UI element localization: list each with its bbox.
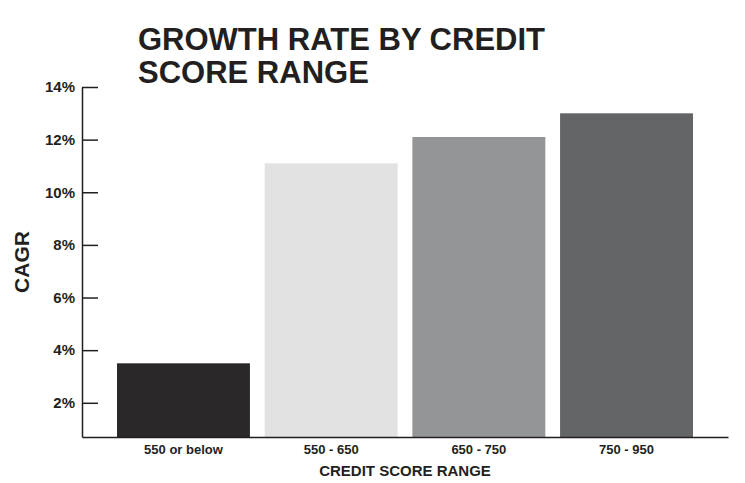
y-tick: 8% <box>53 236 98 253</box>
y-tick-mark <box>82 87 98 89</box>
x-axis-title: CREDIT SCORE RANGE <box>319 462 491 479</box>
y-tick-label: 14% <box>45 78 75 95</box>
chart: GROWTH RATE BY CREDITSCORE RANGE 2% 4% 6% 8%… <box>0 0 745 483</box>
y-tick: 2% <box>53 394 98 411</box>
y-axis-title: CAGR <box>10 231 33 293</box>
y-tick: 4% <box>53 341 98 358</box>
y-axis: 2% 4% 6% 8% 10% 12% 14% <box>45 78 98 437</box>
y-tick-mark <box>82 350 98 352</box>
y-tick-mark <box>82 297 98 299</box>
bar <box>412 137 545 437</box>
bars <box>117 113 693 437</box>
x-tick: 550 or below <box>144 437 224 457</box>
y-tick: 6% <box>53 289 98 306</box>
y-tick-label: 10% <box>45 184 75 201</box>
bar <box>265 163 398 437</box>
x-tick-label: 750 - 950 <box>599 442 654 457</box>
y-tick-mark <box>82 139 98 141</box>
y-tick-label: 8% <box>53 236 75 253</box>
x-tick: 750 - 950 <box>599 437 654 457</box>
y-tick-mark <box>82 192 98 194</box>
x-tick: 550 - 650 <box>304 437 359 457</box>
y-tick-label: 12% <box>45 131 75 148</box>
title: GROWTH RATE BY CREDITSCORE RANGE <box>138 22 545 90</box>
y-tick-mark <box>82 245 98 247</box>
y-tick: 10% <box>45 184 98 201</box>
y-tick-label: 2% <box>53 394 75 411</box>
bar <box>560 113 693 437</box>
x-tick-label: 550 - 650 <box>304 442 359 457</box>
y-tick: 14% <box>45 78 98 95</box>
x-axis: 550 or below 550 - 650 650 - 750 750 - 950 <box>83 437 729 457</box>
y-tick: 12% <box>45 131 98 148</box>
y-tick-mark <box>82 403 98 405</box>
x-tick-label: 650 - 750 <box>451 442 506 457</box>
x-tick-label: 550 or below <box>144 442 224 457</box>
x-tick: 650 - 750 <box>451 437 506 457</box>
x-axis-line <box>83 437 729 439</box>
y-tick-label: 4% <box>53 341 75 358</box>
y-tick-label: 6% <box>53 289 75 306</box>
bar <box>117 363 250 437</box>
